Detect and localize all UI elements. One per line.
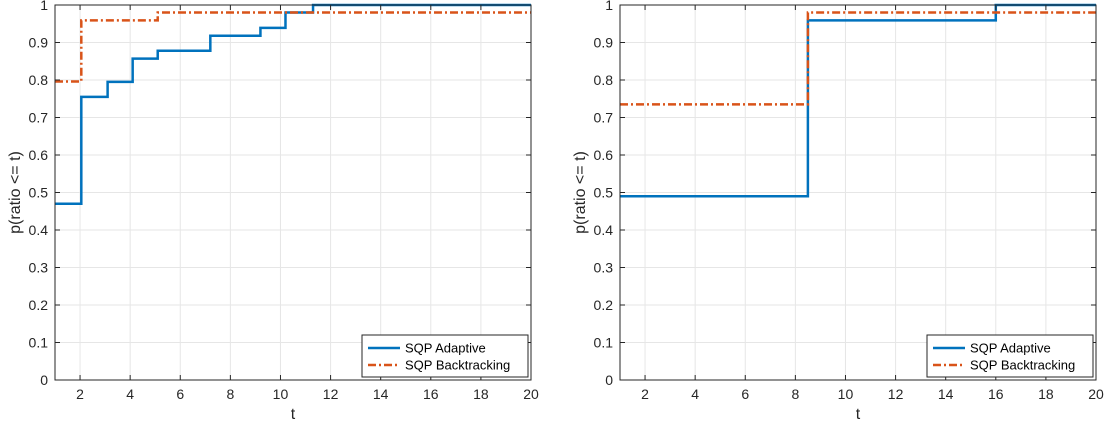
x-tick-label: 10: [838, 386, 854, 402]
x-axis-label: t: [856, 406, 861, 423]
chart-right: 2 4 6 8 10 12 14 16 18 20 0 0.1 0.2 0.3 0.4 0.5 0.6 0.7 0.…: [572, 0, 1104, 423]
y-tick-label: 0.5: [594, 185, 614, 201]
y-tick-label: 0.6: [29, 147, 49, 163]
y-tick-label: 0.4: [594, 222, 614, 238]
x-tick-label: 6: [176, 386, 184, 402]
legend-label: SQP Adaptive: [970, 341, 1051, 356]
legend: SQP Adaptive SQP Backtracking: [361, 334, 529, 378]
y-tick-label: 1: [605, 0, 613, 13]
y-tick-label: 0.1: [29, 335, 49, 351]
x-tick-label: 2: [641, 386, 649, 402]
x-axis-label: t: [291, 406, 296, 423]
y-tick-label: 0.3: [29, 260, 49, 276]
y-tick-label: 0.8: [29, 72, 49, 88]
x-tick-label: 6: [741, 386, 749, 402]
series-line-sqp-backtracking: [620, 11, 1096, 106]
x-tick-label: 4: [126, 386, 134, 402]
x-tick-label: 8: [791, 386, 799, 402]
y-axis-label: p(ratio <= t): [7, 151, 24, 234]
y-tick-label: 0.6: [594, 147, 614, 163]
y-tick-label: 0.4: [29, 222, 49, 238]
legend-box: [361, 334, 529, 378]
y-tick-label: 0.8: [594, 72, 614, 88]
y-tick-label: 1: [40, 0, 48, 13]
x-tick-label: 20: [523, 386, 539, 402]
y-tick-label: 0.7: [594, 110, 614, 126]
x-tick-label: 16: [423, 386, 439, 402]
y-tick-label: 0.7: [29, 110, 49, 126]
y-tick-label: 0.9: [594, 35, 614, 51]
x-tick-label: 8: [226, 386, 234, 402]
y-tick-label: 0.2: [29, 297, 49, 313]
y-tick-label: 0: [605, 372, 613, 388]
y-axis-label: p(ratio <= t): [572, 151, 589, 234]
legend-box: [926, 334, 1094, 378]
y-tick-label: 0.9: [29, 35, 49, 51]
y-tick-label: 0: [40, 372, 48, 388]
x-tick-label: 12: [888, 386, 904, 402]
x-tick-label: 14: [938, 386, 954, 402]
x-tick-label: 14: [373, 386, 389, 402]
x-tick-label: 20: [1088, 386, 1104, 402]
x-tick-label: 10: [273, 386, 289, 402]
legend-label: SQP Backtracking: [405, 358, 510, 373]
y-tick-label: 0.3: [594, 260, 614, 276]
legend: SQP Adaptive SQP Backtracking: [926, 334, 1094, 378]
x-tick-label: 18: [473, 386, 489, 402]
x-tick-label: 18: [1038, 386, 1054, 402]
x-tick-label: 4: [691, 386, 699, 402]
legend-label: SQP Adaptive: [405, 341, 486, 356]
y-tick-label: 0.2: [594, 297, 614, 313]
x-tick-label: 2: [76, 386, 84, 402]
x-tick-label: 16: [988, 386, 1004, 402]
y-tick-label: 0.5: [29, 185, 49, 201]
series-line-sqp-backtracking: [55, 11, 531, 83]
y-tick-label: 0.1: [594, 335, 614, 351]
legend-label: SQP Backtracking: [970, 358, 1075, 373]
chart-left: 2 4 6 8 10 12 14 16 18 20 0 0.1 0.2 0.3 0.4 0.5 0.6 0.7 0.…: [7, 0, 539, 423]
x-tick-label: 12: [323, 386, 339, 402]
